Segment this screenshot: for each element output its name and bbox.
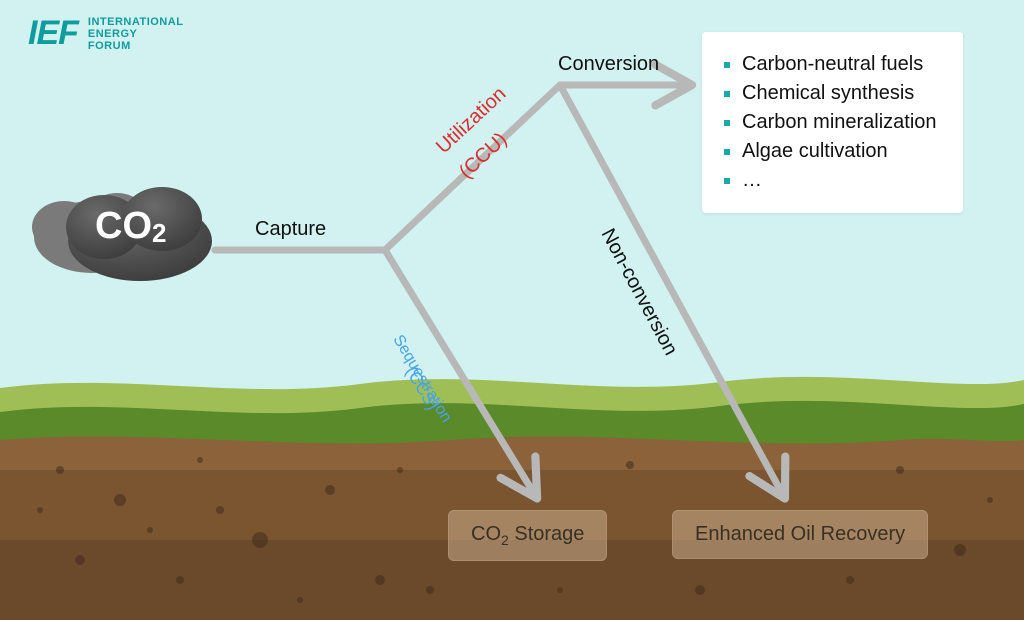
bullet-icon [724, 120, 730, 126]
logo-text: INTERNATIONAL ENERGY FORUM [88, 16, 184, 52]
conversion-option-item: Carbon mineralization [724, 108, 937, 137]
enhanced-oil-recovery-box: Enhanced Oil Recovery [672, 510, 928, 559]
logo-mark: IEF [28, 14, 78, 53]
co2-cloud-label: CO2 [95, 205, 166, 248]
bullet-icon [724, 149, 730, 155]
logo: IEF INTERNATIONAL ENERGY FORUM [28, 14, 183, 53]
conversion-options-box: Carbon-neutral fuelsChemical synthesisCa… [702, 32, 963, 213]
bullet-icon [724, 62, 730, 68]
conversion-option-item: Algae cultivation [724, 137, 937, 166]
conversion-option-item: Chemical synthesis [724, 79, 937, 108]
conversion-option-item: Carbon-neutral fuels [724, 50, 937, 79]
bullet-icon [724, 178, 730, 184]
co2-storage-box: CO2 Storage [448, 510, 607, 561]
conversion-option-item: … [724, 166, 937, 195]
diagram-root: IEF INTERNATIONAL ENERGY FORUM CO2 Captu… [0, 0, 1024, 620]
conversion-options-list: Carbon-neutral fuelsChemical synthesisCa… [724, 50, 937, 195]
bullet-icon [724, 91, 730, 97]
label-capture: Capture [255, 218, 326, 241]
label-conversion: Conversion [558, 53, 659, 76]
